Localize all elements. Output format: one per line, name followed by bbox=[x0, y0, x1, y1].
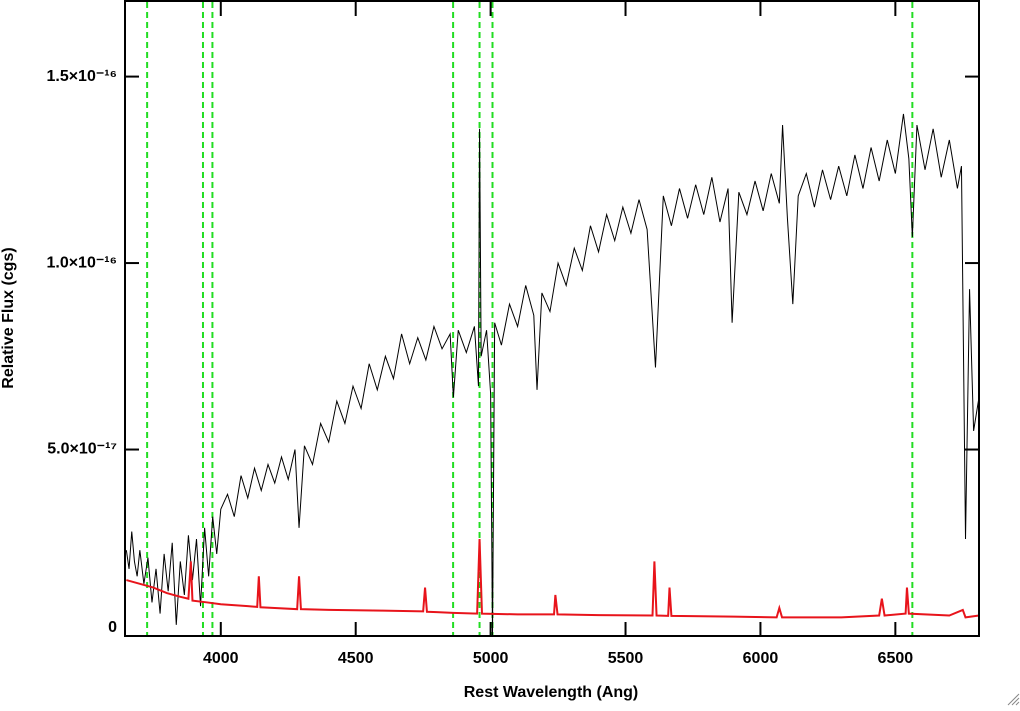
data-line bbox=[126, 539, 980, 619]
y-tick-label: 0 bbox=[108, 619, 117, 636]
resize-grip bbox=[1007, 693, 1020, 706]
x-tick-label: 4500 bbox=[338, 650, 374, 667]
plot-area bbox=[125, 2, 980, 637]
x-tick-label: 5500 bbox=[608, 650, 644, 667]
axes-frame bbox=[124, 0, 980, 637]
data-line bbox=[125, 113, 980, 637]
x-tick-label: 4000 bbox=[203, 650, 239, 667]
x-tick-label: 5000 bbox=[473, 650, 509, 667]
x-tick-label: 6500 bbox=[878, 650, 914, 667]
x-axis-title: Rest Wavelength (Ang) bbox=[464, 684, 639, 701]
y-axis-title: Relative Flux (cgs) bbox=[0, 247, 17, 388]
y-tick-label: 5.0×10⁻¹⁷ bbox=[47, 441, 117, 458]
y-tick-label: 1.0×10⁻¹⁶ bbox=[46, 254, 117, 271]
x-tick-label: 6000 bbox=[743, 650, 779, 667]
y-tick-label: 1.5×10⁻¹⁶ bbox=[46, 68, 117, 85]
